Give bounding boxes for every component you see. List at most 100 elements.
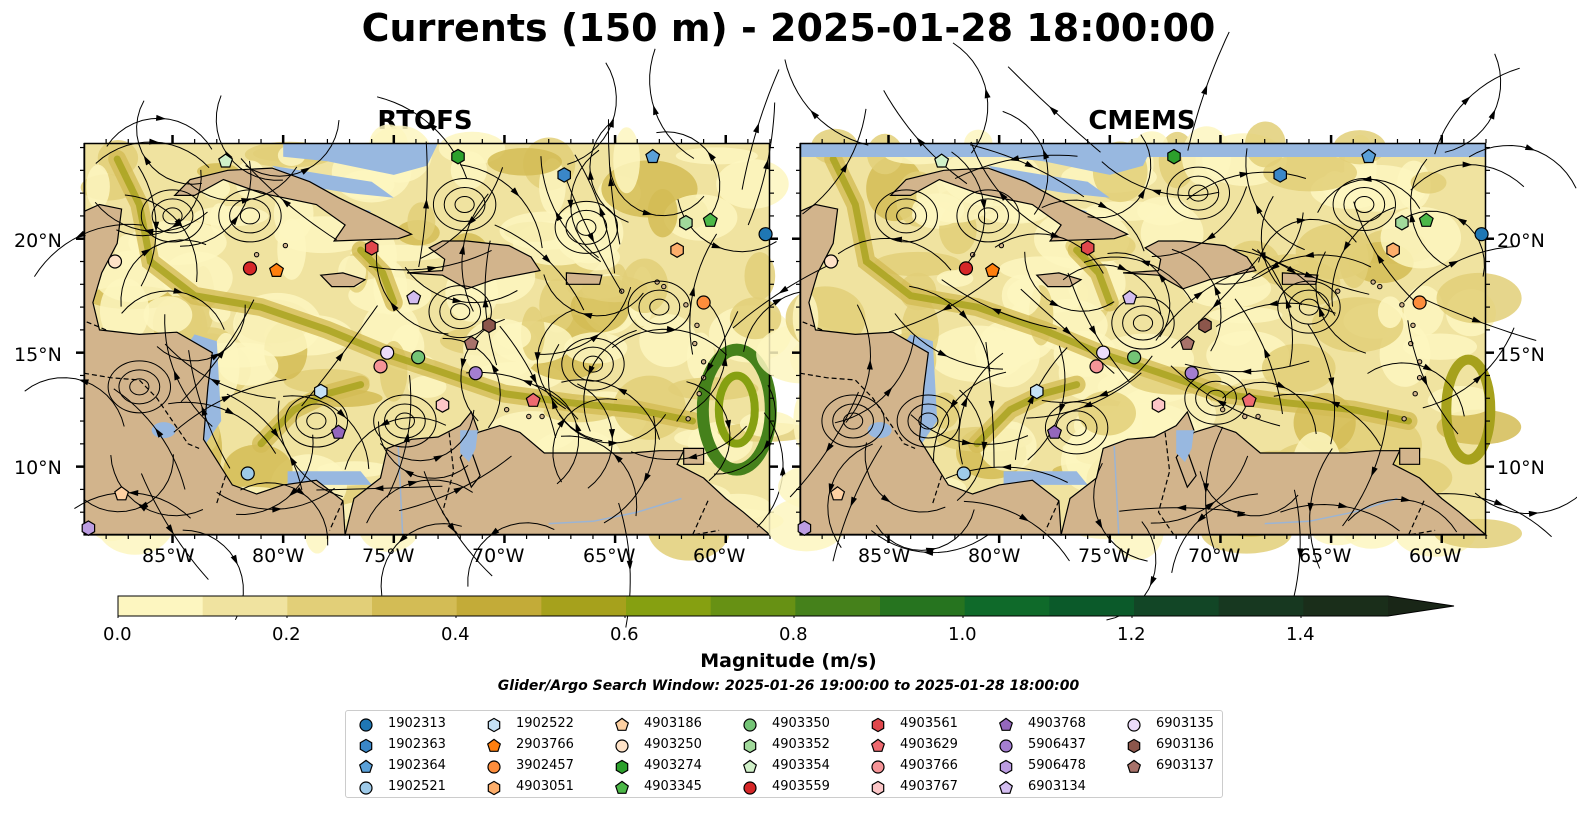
legend-marker-icon: [1127, 738, 1141, 754]
float-marker-1902363: [1273, 167, 1287, 183]
legend-label: 1902313: [388, 716, 446, 731]
colorbar-tick: 0.4: [441, 624, 470, 645]
float-marker-2903766: [984, 262, 1001, 277]
legend-label: 5906437: [1028, 737, 1086, 752]
legend-label: 6903135: [1156, 716, 1214, 731]
legend-marker-icon: [742, 759, 758, 773]
legend-label: 6903136: [1156, 737, 1214, 752]
legend-label: 4903561: [900, 716, 958, 731]
legend-marker-icon: [743, 781, 757, 795]
float-marker-4903629: [1241, 392, 1257, 407]
legend-label: 4903350: [772, 716, 830, 731]
legend-marker-4903768: [998, 717, 1014, 731]
legend-label: 4903768: [1028, 716, 1086, 731]
legend-marker-icon: [871, 760, 885, 774]
float-marker-4903559: [242, 261, 258, 276]
float-marker-5906478: [81, 520, 96, 536]
lat-tick-label: 15°N: [1497, 344, 1545, 366]
legend-marker-4903767: [871, 780, 885, 796]
legend-label: 6903134: [1028, 779, 1086, 794]
legend-marker-icon: [615, 739, 629, 753]
legend-marker-6903137: [1126, 759, 1142, 773]
legend-label: 1902522: [516, 716, 574, 731]
legend-label: 4903051: [516, 779, 574, 794]
float-marker-6903136: [1198, 317, 1212, 334]
legend-marker-icon: [999, 759, 1013, 775]
legend-marker-5906437: [999, 739, 1013, 753]
legend-marker-4903354: [742, 759, 758, 773]
colorbar-label: Magnitude (m/s): [700, 650, 877, 672]
float-marker-4903250: [107, 254, 123, 269]
lat-tick-label: 20°N: [14, 230, 62, 252]
lon-tick-label: 85°W: [858, 545, 911, 567]
legend-marker-icon: [1126, 759, 1142, 773]
float-marker-4903274: [1167, 148, 1181, 165]
lon-tick-label: 85°W: [142, 545, 195, 567]
legend-marker-4903350: [743, 718, 757, 732]
legend-marker-icon: [870, 738, 886, 752]
legend-marker-4903766: [871, 760, 885, 774]
legend-marker-6903135: [1127, 718, 1141, 732]
float-marker-4903350: [411, 350, 426, 365]
float-marker-4903561: [364, 240, 379, 256]
float-marker-6903137: [463, 335, 479, 350]
legend-marker-6903134: [998, 780, 1014, 794]
float-marker-4903559: [958, 261, 974, 276]
legend-label: 4903345: [644, 779, 702, 794]
float-legend: 1902313 1902363 1902364 1902521 1902522 29037…: [345, 710, 1223, 798]
float-marker-5906437: [1184, 366, 1199, 381]
float-marker-4903186: [830, 486, 846, 501]
lon-tick-label: 75°W: [362, 545, 415, 567]
float-marker-1902364: [645, 148, 661, 164]
float-marker-4903766: [1089, 359, 1104, 374]
legend-label: 1902521: [388, 779, 446, 794]
float-marker-1902313: [758, 227, 773, 242]
colorbar-tick: 0.0: [103, 624, 132, 645]
map-rtofs: [24, 48, 839, 628]
float-marker-4903354: [934, 153, 950, 168]
legend-marker-icon: [486, 738, 502, 752]
legend-marker-icon: [871, 780, 885, 796]
legend-label: 4903352: [772, 737, 830, 752]
legend-label: 4903274: [644, 758, 702, 773]
float-marker-6903137: [1179, 335, 1195, 350]
map-cmems: [732, 31, 1577, 621]
float-marker-4903352: [1395, 214, 1409, 231]
legend-label: 4903766: [900, 758, 958, 773]
legend-marker-icon: [998, 717, 1014, 731]
lon-tick-label: 60°W: [693, 545, 746, 567]
float-marker-1902364: [1361, 148, 1377, 164]
float-marker-1902522: [1030, 383, 1044, 400]
float-marker-1902363: [557, 167, 571, 183]
lon-tick-label: 75°W: [1078, 545, 1131, 567]
colorbar-tick: 1.4: [1286, 624, 1315, 645]
legend-marker-4903186: [614, 717, 630, 731]
float-marker-4903051: [670, 242, 684, 258]
legend-marker-4903051: [487, 780, 501, 796]
float-marker-1902521: [240, 466, 255, 481]
float-marker-4903350: [1127, 350, 1142, 365]
legend-marker-icon: [999, 739, 1013, 753]
legend-marker-icon: [614, 780, 630, 794]
float-marker-6903134: [1122, 290, 1138, 305]
legend-marker-1902313: [359, 718, 373, 732]
legend-marker-4903629: [870, 738, 886, 752]
legend-label: 4903559: [772, 779, 830, 794]
legend-marker-icon: [358, 759, 374, 773]
float-marker-1902522: [314, 383, 328, 400]
float-marker-6903136: [482, 317, 496, 334]
panel-title-rtofs: RTOFS: [377, 106, 473, 136]
legend-marker-6903136: [1127, 738, 1141, 754]
colorbar-tick: 1.0: [948, 624, 977, 645]
legend-marker-icon: [743, 718, 757, 732]
float-marker-4903345: [702, 212, 718, 227]
float-marker-3902457: [696, 295, 711, 310]
colorbar-tick: 0.2: [272, 624, 301, 645]
legend-marker-icon: [359, 781, 373, 795]
lon-tick-label: 60°W: [1409, 545, 1462, 567]
float-marker-4903186: [114, 486, 130, 501]
colorbar: [117, 595, 1455, 618]
float-marker-4903354: [218, 153, 234, 168]
float-marker-6903134: [406, 290, 422, 305]
legend-marker-1902521: [359, 781, 373, 795]
